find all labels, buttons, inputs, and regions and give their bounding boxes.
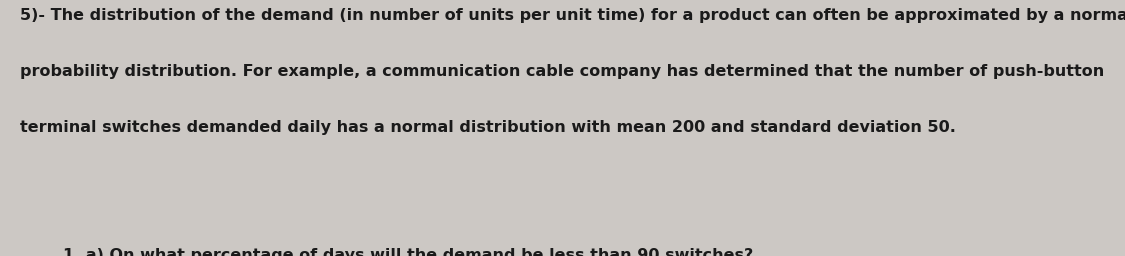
Text: 5)- The distribution of the demand (in number of units per unit time) for a prod: 5)- The distribution of the demand (in n… xyxy=(20,8,1125,23)
Text: terminal switches demanded daily has a normal distribution with mean 200 and sta: terminal switches demanded daily has a n… xyxy=(20,120,956,135)
Text: 1. a) On what percentage of days will the demand be less than 90 switches?: 1. a) On what percentage of days will th… xyxy=(63,248,754,256)
Text: probability distribution. For example, a communication cable company has determi: probability distribution. For example, a… xyxy=(20,64,1105,79)
